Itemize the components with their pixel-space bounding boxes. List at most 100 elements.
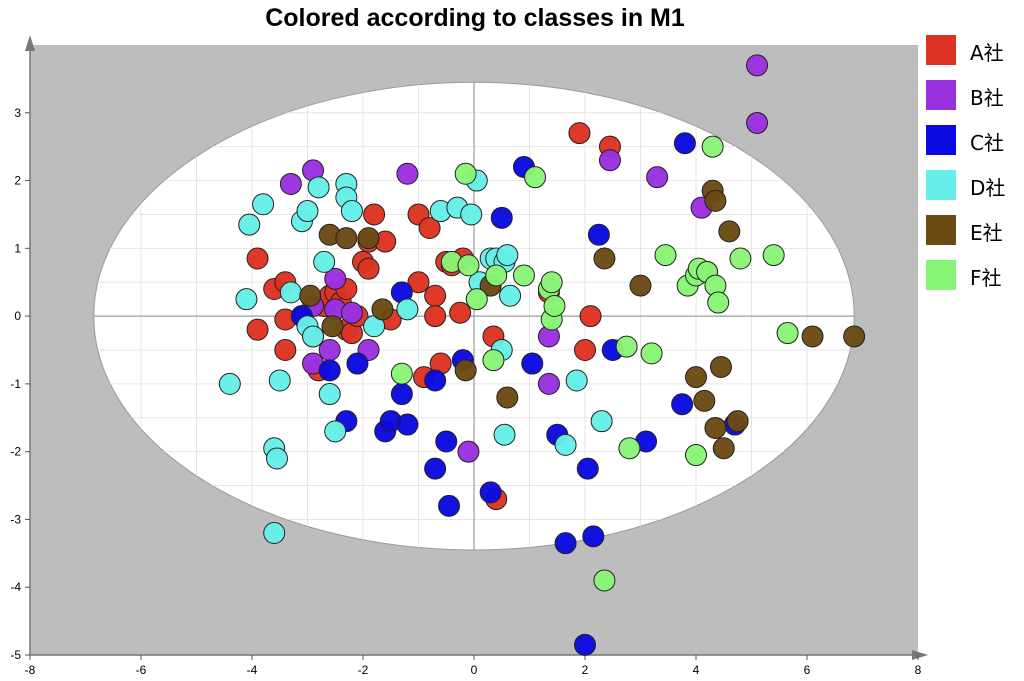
data-point-series-3 [521, 352, 544, 375]
data-point-series-3 [671, 393, 694, 416]
data-point-series-4 [252, 193, 275, 216]
y-tick-label: -5 [10, 648, 21, 662]
y-tick-label: -2 [10, 445, 21, 459]
data-point-series-5 [371, 298, 394, 321]
data-point-series-4 [296, 200, 319, 223]
data-point-series-6 [543, 294, 566, 317]
data-point-series-1 [449, 301, 472, 324]
data-point-series-4 [590, 410, 613, 433]
data-point-series-5 [299, 284, 322, 307]
y-tick-label: -3 [10, 512, 21, 526]
x-axis-arrow [912, 650, 928, 660]
data-point-series-2 [340, 301, 363, 324]
legend-label: B社 [970, 86, 1004, 110]
data-point-series-3 [576, 457, 599, 480]
data-point-series-6 [701, 135, 724, 158]
data-point-series-1 [363, 203, 386, 226]
legend-swatch [926, 80, 956, 110]
legend-swatch [926, 215, 956, 245]
data-point-series-3 [554, 532, 577, 555]
data-point-series-5 [704, 189, 727, 212]
data-point-series-4 [340, 200, 363, 223]
data-point-series-5 [335, 227, 358, 250]
legend-label: F社 [970, 266, 1002, 290]
data-point-series-6 [524, 166, 547, 189]
data-point-series-1 [418, 217, 441, 239]
legend-item: A社 [926, 35, 1022, 67]
data-point-series-1 [274, 339, 297, 361]
x-tick-label: 8 [915, 663, 922, 677]
data-point-series-1 [246, 247, 269, 270]
x-tick-label: -2 [358, 663, 369, 677]
data-point-series-5 [726, 410, 749, 433]
data-point-series-5 [685, 366, 707, 389]
data-point-series-3 [318, 359, 341, 382]
data-point-series-5 [843, 325, 866, 348]
data-point-series-6 [390, 362, 413, 385]
data-point-series-5 [496, 386, 519, 409]
data-point-series-4 [235, 288, 258, 311]
data-point-series-3 [673, 132, 696, 155]
y-tick-label: -1 [10, 377, 21, 391]
data-point-series-4 [268, 369, 291, 392]
data-point-series-6 [776, 322, 799, 345]
data-point-series-3 [435, 430, 458, 453]
data-point-series-2 [598, 149, 621, 172]
data-point-series-3 [587, 223, 610, 246]
data-point-series-5 [712, 437, 735, 460]
x-tick-label: 0 [471, 663, 478, 677]
legend-swatch [926, 35, 956, 65]
data-point-series-4 [324, 420, 347, 443]
data-point-series-4 [279, 281, 302, 304]
data-point-series-2 [318, 339, 341, 361]
x-tick-label: -6 [136, 663, 147, 677]
y-tick-label: 3 [14, 106, 21, 120]
data-point-series-6 [685, 444, 707, 467]
data-point-series-5 [801, 325, 824, 348]
data-point-series-6 [654, 244, 677, 267]
data-point-series-6 [454, 162, 477, 185]
legend-label: C社 [970, 131, 1004, 155]
data-point-series-1 [574, 339, 596, 361]
data-point-series-6 [707, 291, 730, 314]
data-point-series-4 [313, 250, 336, 273]
data-point-series-6 [540, 271, 563, 294]
data-point-series-6 [593, 569, 616, 592]
data-point-series-6 [512, 264, 535, 287]
y-tick-label: 2 [14, 174, 21, 188]
data-point-series-4 [460, 203, 483, 226]
data-point-series-2 [457, 440, 480, 463]
data-point-series-6 [465, 288, 488, 311]
data-point-series-5 [629, 274, 652, 297]
data-point-series-6 [485, 264, 508, 287]
data-point-series-2 [746, 111, 769, 134]
data-point-series-3 [396, 413, 419, 436]
data-point-series-5 [693, 389, 716, 412]
data-point-series-1 [357, 257, 380, 280]
data-point-series-2 [537, 372, 560, 395]
data-point-series-2 [396, 162, 419, 185]
x-tick-label: 2 [582, 663, 589, 677]
data-point-series-4 [307, 176, 330, 199]
legend-swatch [926, 260, 956, 290]
data-point-series-1 [568, 122, 591, 145]
legend-item: F社 [926, 260, 1022, 292]
data-point-series-4 [302, 325, 325, 348]
data-point-series-6 [457, 254, 480, 277]
chart-title: Colored according to classes in M1 [265, 4, 685, 32]
data-point-series-6 [729, 247, 752, 270]
data-point-series-1 [424, 284, 447, 307]
data-point-series-4 [499, 284, 522, 307]
y-tick-label: 1 [14, 241, 21, 255]
data-point-series-5 [704, 416, 727, 439]
data-point-series-4 [263, 522, 286, 544]
data-point-series-4 [318, 383, 341, 406]
y-axis-arrow [25, 35, 35, 51]
data-point-series-1 [246, 318, 269, 341]
data-point-series-5 [454, 359, 477, 382]
legend-item: B社 [926, 80, 1022, 112]
data-point-series-4 [565, 369, 588, 392]
data-point-series-5 [718, 220, 741, 243]
data-point-series-4 [396, 298, 419, 321]
